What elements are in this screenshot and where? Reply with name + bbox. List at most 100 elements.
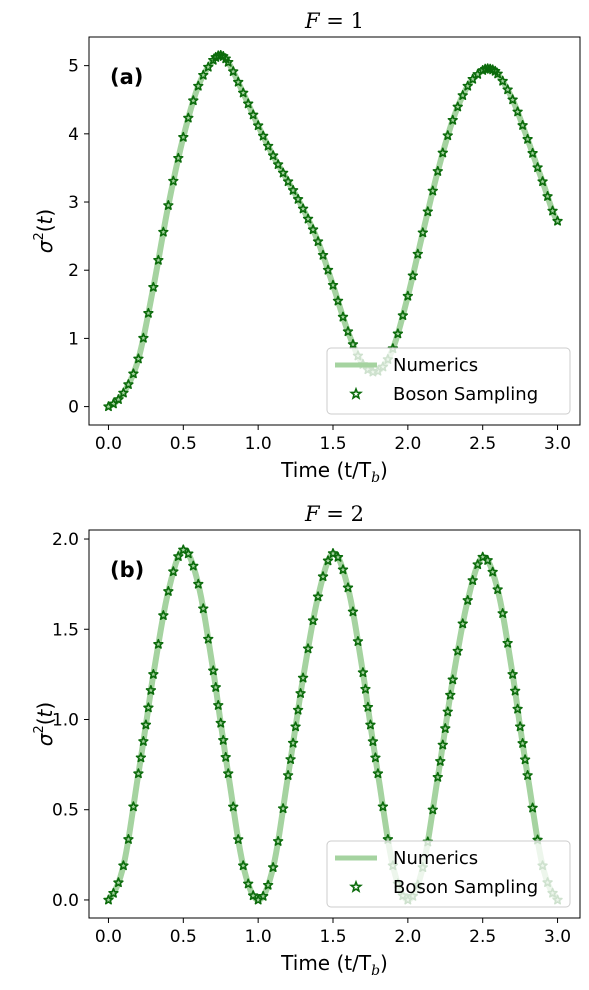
boson-sampling-marker <box>108 887 119 898</box>
boson-sampling-marker <box>272 159 284 170</box>
y-axis-label-t: t <box>33 708 57 717</box>
boson-sampling-marker <box>412 248 424 259</box>
boson-sampling-marker <box>432 165 443 176</box>
y-axis-label-paren1: ( <box>33 717 57 725</box>
boson-sampling-marker <box>427 804 438 815</box>
boson-sampling-marker <box>377 801 389 812</box>
boson-sampling-marker <box>407 270 419 281</box>
boson-sampling-marker <box>203 61 214 72</box>
boson-sampling-marker <box>322 555 334 566</box>
boson-sampling-marker <box>307 224 319 235</box>
y-tick-label: 0 <box>68 398 79 418</box>
boson-sampling-marker <box>307 615 319 626</box>
y-axis-label-sigma: σ <box>33 732 57 746</box>
boson-sampling-marker <box>417 227 428 238</box>
boson-sampling-marker <box>332 295 344 306</box>
boson-sampling-marker <box>103 894 114 905</box>
y-tick-label: 2 <box>68 261 79 281</box>
x-tick-label: 1.0 <box>245 434 272 454</box>
boson-sampling-marker <box>118 387 129 398</box>
chart-title: F = 2 <box>304 502 364 526</box>
boson-sampling-marker <box>133 768 144 779</box>
boson-sampling-marker <box>215 717 226 728</box>
boson-sampling-marker <box>517 737 528 748</box>
boson-sampling-marker <box>135 752 147 763</box>
boson-sampling-marker <box>317 249 329 260</box>
boson-sampling-marker <box>442 706 453 717</box>
boson-sampling-marker <box>252 120 264 131</box>
boson-sampling-marker <box>247 890 259 901</box>
boson-sampling-marker <box>138 736 149 746</box>
boson-sampling-marker <box>514 721 526 732</box>
y-tick-label: 4 <box>68 125 79 145</box>
boson-sampling-marker <box>337 311 349 322</box>
boson-sampling-marker <box>472 559 483 570</box>
y-tick-label: 5 <box>68 57 79 77</box>
boson-sampling-marker <box>312 236 324 247</box>
boson-sampling-marker <box>138 332 149 343</box>
y-tick-label: 1 <box>68 329 79 349</box>
legend-boson-sampling-label: Boson Sampling <box>393 877 538 898</box>
boson-sampling-marker <box>210 681 221 692</box>
boson-sampling-marker <box>342 582 354 593</box>
boson-sampling-marker <box>153 638 164 649</box>
x-tick-label: 1.5 <box>319 927 346 947</box>
x-axis-label: Time (t/Tb) <box>280 951 388 979</box>
boson-sampling-marker <box>502 637 513 648</box>
x-tick-label: 0.5 <box>170 434 197 454</box>
x-tick-label: 3.0 <box>544 927 571 947</box>
boson-sampling-marker <box>262 140 274 151</box>
x-tick-label: 1.0 <box>245 927 272 947</box>
boson-sampling-marker <box>282 176 294 187</box>
boson-sampling-marker <box>228 801 239 812</box>
x-axis-label: Time (t/Tb) <box>280 458 388 486</box>
boson-sampling-marker <box>462 594 473 605</box>
boson-sampling-marker <box>208 665 219 676</box>
boson-sampling-marker <box>552 215 563 226</box>
boson-sampling-marker <box>257 130 269 141</box>
chart-title: F = 1 <box>304 9 364 33</box>
legend-boson-sampling-swatch <box>349 386 363 400</box>
boson-sampling-marker <box>512 703 523 714</box>
legend-box <box>326 347 571 415</box>
boson-sampling-marker <box>467 575 478 585</box>
legend-boson-sampling-swatch <box>349 879 363 893</box>
x-tick-label: 2.5 <box>469 927 496 947</box>
boson-sampling-marker <box>332 551 344 562</box>
boson-sampling-marker <box>517 119 528 130</box>
x-axis-label-close: ) <box>380 951 388 975</box>
boson-sampling-marker <box>143 307 154 318</box>
boson-sampling-marker <box>452 101 463 112</box>
boson-sampling-marker <box>233 76 244 87</box>
boson-sampling-marker <box>148 281 159 292</box>
boson-sampling-marker <box>168 175 179 186</box>
boson-sampling-marker <box>447 114 458 125</box>
boson-sampling-marker <box>145 684 157 695</box>
x-tick-label: 0.0 <box>95 434 122 454</box>
boson-sampling-marker <box>243 878 254 889</box>
x-tick-label: 3.0 <box>544 434 571 454</box>
boson-sampling-marker <box>432 771 443 782</box>
boson-sampling-marker <box>178 131 189 142</box>
boson-sampling-marker <box>163 200 174 210</box>
legend: Numerics Boson Sampling <box>326 347 571 415</box>
boson-sampling-marker <box>367 736 379 747</box>
boson-sampling-marker <box>228 66 239 77</box>
boson-sampling-marker <box>302 643 314 654</box>
boson-sampling-marker <box>143 702 154 713</box>
boson-sampling-marker <box>352 636 364 646</box>
y-axis-label: σ2(t) <box>32 702 57 746</box>
x-tick-label: 2.0 <box>394 927 421 947</box>
boson-sampling-marker <box>267 150 279 161</box>
boson-sampling-marker <box>285 754 296 764</box>
boson-sampling-marker <box>322 264 334 275</box>
boson-sampling-marker <box>527 802 538 813</box>
y-tick-label: 0.5 <box>52 801 79 821</box>
boson-sampling-marker <box>220 751 231 762</box>
boson-sampling-marker <box>168 566 179 577</box>
boson-sampling-marker <box>173 551 184 562</box>
panel-label: (a) <box>110 65 143 89</box>
chart-panel-2: 0.0 0.5 1.0 1.5 2.0 2.5 3.0 0.0 0.5 1.0 1.5 2.0 F = … <box>32 502 581 979</box>
boson-sampling-marker <box>342 326 354 337</box>
x-axis-label-sub: b <box>371 963 380 979</box>
